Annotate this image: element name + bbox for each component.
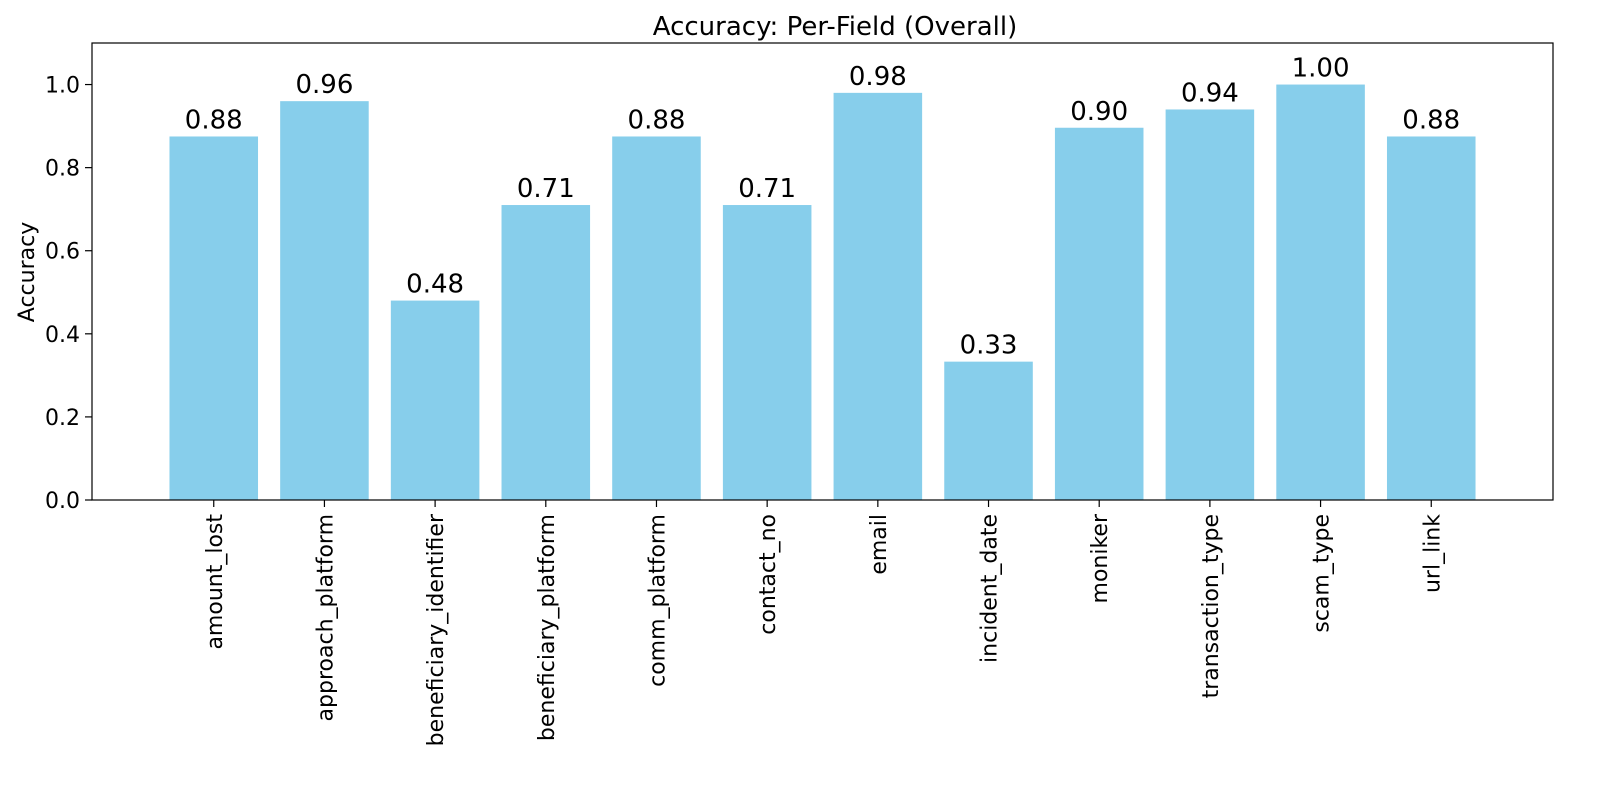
data-label: 0.48: [406, 270, 464, 300]
x-tick-label: incident_date: [978, 514, 1003, 663]
bar: [833, 92, 923, 500]
plot-area: 0.88 0.96 0.48 0.71 0.88 0.71 0.98 0.33 0.90 0.94…: [45, 42, 1554, 746]
x-tick-label: moniker: [1088, 513, 1113, 603]
x-tick-label: amount_lost: [203, 514, 228, 650]
x-tick-label: beneficiary_platform: [535, 514, 560, 741]
bar: [501, 205, 591, 500]
x-tick-label: url_link: [1420, 514, 1445, 593]
data-label: 0.90: [1070, 97, 1128, 127]
data-label: 0.71: [738, 174, 796, 204]
y-tick-label: 0.6: [45, 240, 80, 265]
data-label: 0.94: [1181, 78, 1239, 108]
data-label: 0.98: [849, 62, 907, 92]
x-tick-label: transaction_type: [1199, 514, 1224, 698]
data-label: 0.88: [185, 105, 243, 135]
plot-frame: [91, 42, 1554, 501]
y-tick-label: 1.0: [45, 74, 80, 99]
x-tick-label: comm_platform: [645, 514, 670, 687]
bar: [280, 101, 369, 500]
data-label: 0.96: [295, 70, 353, 100]
data-label: 0.88: [1402, 105, 1460, 135]
bar: [1276, 84, 1365, 501]
data-label: 0.88: [628, 105, 686, 135]
bar: [169, 136, 259, 501]
bar: [612, 136, 701, 501]
bar: [1165, 109, 1255, 500]
x-tick-label: approach_platform: [313, 514, 338, 721]
x-tick-label: contact_no: [756, 514, 781, 635]
x-tick-label: email: [867, 514, 892, 575]
y-tick-label: 0.4: [45, 323, 80, 348]
bar: [1386, 136, 1476, 501]
y-tick-label: 0.0: [45, 489, 80, 514]
y-axis-label: Accuracy: [15, 222, 40, 322]
bar: [722, 205, 812, 500]
data-label: 0.71: [517, 174, 575, 204]
y-tick-label: 0.8: [45, 157, 80, 182]
chart-title: Accuracy: Per-Field (Overall): [653, 12, 1017, 42]
x-tick-label: beneficiary_identifier: [424, 513, 449, 746]
bar: [1054, 127, 1144, 500]
y-tick-label: 0.2: [45, 406, 80, 431]
bar: [390, 300, 480, 500]
x-tick-label: scam_type: [1310, 514, 1335, 633]
data-label: 0.33: [960, 331, 1018, 361]
data-label: 1.00: [1292, 54, 1350, 84]
bar: [944, 361, 1033, 500]
